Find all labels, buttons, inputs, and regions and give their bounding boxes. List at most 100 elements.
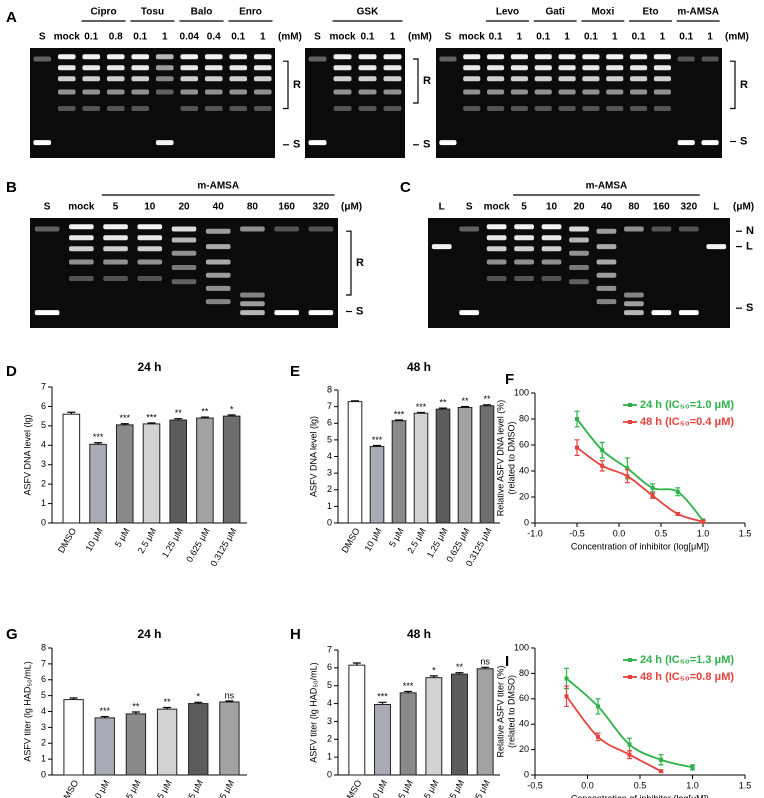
gel-band bbox=[534, 65, 552, 71]
y-tick-label: 6 bbox=[41, 674, 46, 684]
data-point bbox=[627, 752, 632, 757]
gel-band bbox=[486, 246, 507, 252]
gel-band bbox=[253, 65, 272, 71]
x-tick-label: 0.3125 μM bbox=[208, 526, 238, 568]
gel-band bbox=[240, 301, 265, 307]
legend-marker bbox=[628, 403, 632, 407]
y-tick-label: 2 bbox=[41, 479, 46, 489]
gel-band bbox=[180, 54, 199, 60]
group-label: GSK bbox=[357, 7, 379, 18]
error-bar bbox=[404, 690, 413, 693]
gel-band bbox=[510, 106, 528, 111]
gel-band bbox=[358, 89, 377, 95]
gel-band bbox=[677, 56, 695, 62]
data-point bbox=[575, 417, 579, 421]
gel-band bbox=[653, 65, 671, 71]
gel-band bbox=[630, 54, 648, 60]
group-label: Gati bbox=[545, 7, 565, 18]
significance-label: ** bbox=[175, 408, 183, 418]
bar bbox=[457, 406, 473, 524]
gel-band bbox=[205, 285, 231, 291]
bracket bbox=[346, 230, 352, 296]
lane-label: mock bbox=[459, 32, 486, 43]
gel-band bbox=[180, 89, 199, 95]
y-tick-label: 7 bbox=[41, 658, 46, 668]
gel-band bbox=[180, 106, 199, 111]
error-bar bbox=[100, 715, 109, 718]
gel-band bbox=[510, 89, 528, 95]
gel-band bbox=[308, 310, 334, 316]
bar bbox=[125, 713, 147, 776]
bar bbox=[188, 703, 209, 776]
data-point bbox=[625, 466, 630, 471]
lane-label: 0.1 bbox=[632, 32, 646, 43]
data-point bbox=[627, 742, 632, 747]
gel-band bbox=[558, 106, 576, 111]
y-tick-label: 100 bbox=[514, 642, 529, 652]
y-tick-label: 2 bbox=[327, 484, 332, 494]
gel-band bbox=[34, 310, 60, 316]
error-bar bbox=[131, 711, 140, 714]
significance-label: * bbox=[230, 404, 234, 414]
bar bbox=[222, 415, 241, 524]
gel-band bbox=[180, 65, 199, 71]
gel-band bbox=[678, 226, 699, 232]
gel-band bbox=[131, 54, 150, 60]
lane-label: L bbox=[713, 202, 719, 213]
lane-label: S bbox=[314, 32, 321, 43]
gel-band bbox=[653, 89, 671, 95]
gel-band bbox=[204, 89, 223, 95]
gel-band bbox=[240, 226, 265, 232]
bar bbox=[219, 701, 240, 776]
y-tick-label: 6 bbox=[327, 662, 332, 672]
gel-band bbox=[137, 276, 163, 281]
gel-band bbox=[606, 65, 624, 71]
gel-band bbox=[630, 65, 648, 71]
gel-band bbox=[463, 106, 481, 111]
data-point bbox=[564, 676, 569, 681]
gel-band bbox=[582, 54, 600, 60]
error-bar bbox=[227, 414, 236, 417]
gel-band bbox=[606, 76, 624, 82]
gel-band bbox=[229, 65, 248, 71]
gel-band bbox=[229, 76, 248, 82]
gel-band bbox=[653, 54, 671, 60]
x-tick-label: 1.0 bbox=[697, 528, 710, 538]
lane-label: 0.04 bbox=[180, 32, 200, 43]
gel-band bbox=[630, 106, 648, 111]
lane-label: S bbox=[445, 32, 452, 43]
gel-band bbox=[171, 250, 197, 256]
bar bbox=[116, 424, 134, 524]
gel-band bbox=[510, 65, 528, 71]
data-point bbox=[596, 704, 600, 709]
gel-band bbox=[596, 228, 617, 234]
gel-band bbox=[240, 292, 265, 298]
y-axis-label: Relative ASFV DNA level (%) bbox=[495, 400, 505, 517]
lane-label: 40 bbox=[213, 202, 225, 213]
significance-label: *** bbox=[403, 681, 414, 691]
y-tick-label: 5 bbox=[41, 420, 46, 430]
group-label: Levo bbox=[496, 7, 519, 18]
y-tick-label: 40 bbox=[519, 719, 529, 729]
panel-label: A bbox=[6, 9, 17, 26]
error-bar bbox=[378, 701, 387, 705]
gel-band bbox=[333, 89, 352, 95]
gel-band bbox=[204, 65, 223, 71]
gel-band bbox=[651, 310, 672, 316]
lane-label: 0.8 bbox=[109, 32, 123, 43]
x-tick-label: DMSO bbox=[58, 778, 80, 798]
lane-label: 160 bbox=[278, 202, 295, 213]
lane-label: 1 bbox=[564, 32, 570, 43]
significance-label: *** bbox=[93, 432, 104, 442]
lane-label: 0.1 bbox=[584, 32, 598, 43]
lane-label: 10 bbox=[546, 202, 558, 213]
y-tick-label: 60 bbox=[519, 693, 529, 703]
marker-label: R bbox=[356, 257, 364, 269]
gel-band bbox=[69, 276, 94, 281]
gel-band bbox=[630, 76, 648, 82]
y-tick-label: 6 bbox=[327, 418, 332, 428]
gel-band bbox=[103, 246, 128, 252]
y-tick-label: 4 bbox=[327, 698, 332, 708]
error-bar bbox=[439, 407, 447, 410]
lane-label: S bbox=[44, 202, 51, 213]
